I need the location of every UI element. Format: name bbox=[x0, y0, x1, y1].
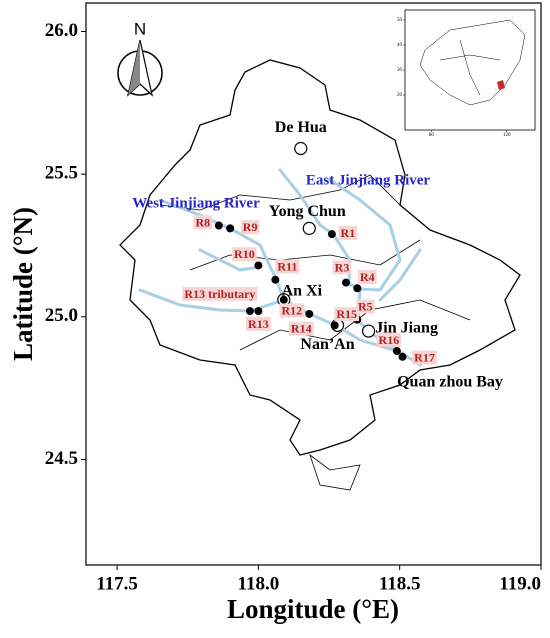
y-axis-title: Latitude (°N) bbox=[8, 207, 38, 361]
x-tick-label: 118.0 bbox=[238, 573, 280, 594]
county-lines bbox=[159, 174, 471, 491]
inset-y-tick-label: 50 bbox=[397, 18, 403, 23]
town-label: An Xi bbox=[282, 282, 323, 299]
town-label: De Hua bbox=[275, 119, 327, 136]
site-marker bbox=[226, 224, 235, 233]
site-marker bbox=[305, 309, 314, 318]
site-label: R5 bbox=[358, 299, 373, 313]
site-label-bg bbox=[182, 286, 258, 301]
inset-map bbox=[404, 9, 536, 131]
site-label-bg bbox=[193, 215, 213, 230]
site-label: R13 tributary bbox=[184, 287, 255, 301]
site-label-bg bbox=[357, 270, 377, 285]
x-tick-label: 117.5 bbox=[96, 573, 138, 594]
site-label-bg bbox=[334, 307, 360, 322]
inset-y-tick-label: 30 bbox=[397, 68, 403, 73]
site-marker bbox=[330, 321, 339, 330]
site-label: R15 bbox=[336, 307, 357, 321]
north-arrow: N bbox=[117, 19, 163, 97]
site-marker bbox=[342, 278, 350, 287]
site-label: R3 bbox=[335, 260, 350, 274]
site-label-bg bbox=[240, 220, 260, 235]
x-tick-label: 119.0 bbox=[499, 573, 541, 594]
site-label-bg bbox=[376, 332, 402, 347]
inset-x-tick-label: 120 bbox=[503, 133, 511, 138]
y-tick-label: 24.5 bbox=[45, 448, 78, 469]
site-marker bbox=[353, 284, 362, 293]
site-marker bbox=[254, 307, 263, 316]
site-label-bg bbox=[355, 299, 375, 314]
site-label: R11 bbox=[277, 259, 297, 273]
x-tick-label: 118.5 bbox=[379, 573, 421, 594]
site-label: R16 bbox=[379, 333, 400, 347]
site-label: R17 bbox=[414, 350, 435, 364]
site-label: R14 bbox=[291, 322, 312, 336]
site-label: R4 bbox=[360, 270, 375, 284]
region-outline bbox=[119, 59, 521, 456]
site-marker bbox=[271, 275, 280, 284]
site-marker bbox=[392, 347, 401, 356]
y-tick-label: 25.0 bbox=[45, 305, 78, 326]
site-label-bg bbox=[338, 225, 358, 240]
north-label: N bbox=[134, 19, 146, 38]
site-marker bbox=[214, 221, 223, 230]
x-axis-title: Longitude (°E) bbox=[227, 594, 399, 624]
site-label-bg bbox=[232, 247, 257, 262]
site-marker bbox=[327, 230, 336, 239]
site-marker bbox=[254, 261, 263, 270]
town-marker bbox=[302, 221, 316, 235]
site-label: R8 bbox=[195, 215, 210, 229]
site-label-bg bbox=[332, 260, 352, 275]
site-marker bbox=[245, 307, 254, 316]
town-label: Yong Chun bbox=[269, 203, 346, 220]
site-label: R13 bbox=[248, 317, 269, 331]
town-marker bbox=[294, 141, 308, 156]
y-tick-label: 26.0 bbox=[45, 20, 78, 41]
site-label-bg bbox=[412, 350, 437, 365]
y-tick-label: 25.5 bbox=[45, 163, 78, 184]
site-label-bg bbox=[279, 303, 305, 318]
town-label: Jin Jiang bbox=[375, 320, 438, 337]
town-marker bbox=[362, 324, 376, 338]
river-label: East Jinjiang River bbox=[306, 172, 431, 188]
inset-x-tick-label: 80 bbox=[429, 133, 435, 138]
site-marker bbox=[279, 295, 288, 304]
town-label: Nan’An bbox=[300, 336, 354, 353]
site-label: R12 bbox=[281, 303, 302, 317]
site-label: R1 bbox=[341, 226, 356, 240]
inset-y-tick-label: 40 bbox=[397, 43, 403, 48]
river-label: West Jinjiang River bbox=[132, 195, 260, 211]
site-label: R9 bbox=[243, 220, 258, 234]
site-label-bg bbox=[288, 321, 314, 336]
site-label: R10 bbox=[234, 247, 255, 261]
site-label-bg bbox=[275, 259, 300, 274]
inset-y-tick-label: 20 bbox=[397, 93, 403, 98]
bay-label: Quan zhou Bay bbox=[397, 374, 503, 391]
site-marker bbox=[398, 352, 407, 361]
site-label-bg bbox=[246, 316, 271, 331]
